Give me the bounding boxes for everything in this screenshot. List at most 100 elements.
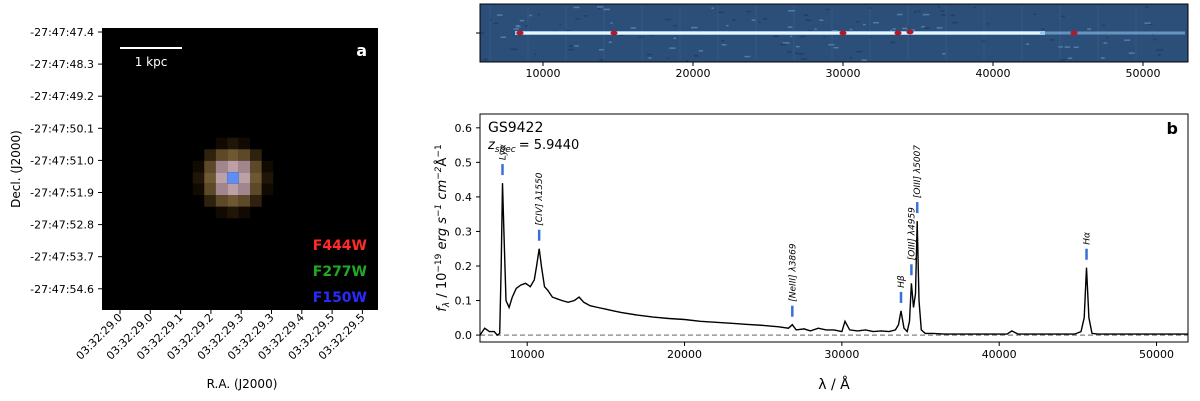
- spectrum-2d-noise: [938, 6, 941, 8]
- spectrum-2d-noise: [951, 21, 958, 24]
- flux-tick-label: 0.0: [455, 329, 473, 342]
- spectrum-2d-noise: [1073, 46, 1079, 49]
- spectrum-2d-noise: [515, 24, 520, 27]
- spectrum-2d-noise: [1157, 54, 1161, 56]
- redshift-value: = 5.9440: [519, 138, 580, 153]
- spectrum-2d-noise: [973, 6, 976, 9]
- spectrum-2d-noise: [1156, 49, 1163, 51]
- spectrum-2d-noise: [780, 43, 787, 46]
- spectrum-2d-noise: [1026, 43, 1030, 45]
- spectrum-2d-noise: [599, 59, 604, 61]
- spectrum-2d-noise: [890, 41, 895, 44]
- wavelength-tick-label: 30000: [824, 348, 859, 361]
- image-pixel: [238, 137, 251, 150]
- emission-line-label: [OIII] λ5007: [913, 145, 923, 198]
- panel-b-label: b: [1167, 119, 1178, 138]
- spectrum-2d-noise: [751, 19, 756, 21]
- spectrum-2d-noise: [630, 27, 637, 29]
- spectrum-2d-noise: [482, 58, 488, 61]
- spectrum-2d-noise: [787, 26, 793, 28]
- dec-tick-label: -27:47:53.7: [30, 251, 94, 264]
- spectrum-2d-noise: [575, 18, 580, 20]
- filter-label: F150W: [313, 290, 367, 306]
- spectrum-2d-texture: [480, 6, 1185, 62]
- spectrum-2d-noise: [800, 58, 808, 60]
- image-pixel: [227, 149, 239, 161]
- spectrum-2d-noise: [773, 35, 779, 38]
- spectrum-2d-noise: [873, 21, 880, 24]
- image-pixel: [250, 149, 262, 161]
- spectrum-2d-noise: [500, 36, 507, 38]
- image-pixel: [238, 172, 251, 184]
- emission-line-label: Hα: [1083, 232, 1093, 245]
- spectrum-2d-noise: [711, 7, 714, 9]
- image-pixel: [238, 195, 251, 207]
- spectrum-2d-noise: [1058, 46, 1063, 48]
- spectrum-2d-noise: [916, 10, 921, 13]
- spectrum-2d-noise: [987, 23, 990, 25]
- wavelength-tick-label: 20000: [667, 348, 702, 361]
- spectrum-2d-noise: [583, 15, 588, 17]
- spectrum-2d-frame: [479, 3, 1189, 63]
- spectrum-2d-noise: [1105, 36, 1109, 39]
- spectrum-2d-noise: [598, 8, 601, 10]
- redshift-subscript: spec: [495, 145, 516, 155]
- spectrum-2d-noise: [823, 36, 826, 38]
- spectrum-2d-noise: [782, 42, 790, 44]
- flux-tick-label: 0.1: [455, 295, 473, 308]
- spectrum-2d-noise: [833, 46, 839, 49]
- spectrum-2d-noise: [1061, 15, 1065, 18]
- spectrum-2d-tick-label: 10000: [526, 67, 561, 80]
- spectrum-2d-noise: [922, 13, 930, 16]
- emission-line-label: Hβ: [897, 275, 907, 288]
- spectrum-2d-noise: [788, 10, 796, 12]
- spectrum-2d-tick-label: 20000: [676, 67, 711, 80]
- spectrum-2d-noise: [599, 48, 604, 51]
- dec-tick-label: -27:47:50.1: [30, 122, 94, 135]
- image-pixel: [215, 172, 228, 184]
- filter-label: F277W: [313, 264, 367, 280]
- image-pixel: [238, 183, 251, 196]
- spectrum-2d-noise: [497, 14, 503, 16]
- spectrum-2d-noise: [1064, 46, 1071, 48]
- image-pixel: [250, 195, 262, 207]
- flux-exp-a: −1: [434, 144, 444, 157]
- image-pixel: [238, 160, 251, 173]
- galaxy-image: [192, 137, 274, 219]
- spectrum-2d-noise: [698, 50, 703, 52]
- spectrum-2d-noise: [638, 36, 644, 39]
- wavelength-tick-label: 40000: [982, 348, 1017, 361]
- image-pixel: [215, 160, 228, 173]
- spectrum-2d-noise: [861, 59, 867, 61]
- spectrum-2d-noise: [814, 28, 817, 30]
- plot-frame: [479, 113, 1189, 343]
- spectrum-2d-noise: [489, 19, 493, 21]
- spectrum-2d-noise: [1033, 13, 1037, 15]
- object-name: GS9422: [488, 120, 543, 136]
- spectrum-2d-noise: [519, 19, 525, 22]
- wavelength-axis-label: λ / Å: [818, 376, 850, 393]
- spectrum-2d-noise: [907, 26, 910, 29]
- spectrum-2d-noise: [480, 32, 485, 34]
- spectrum-2d-noise: [1153, 38, 1157, 41]
- spectrum-2d-noise: [940, 10, 945, 12]
- spectrum-2d-noise: [923, 27, 930, 29]
- spectrum-2d-noise: [569, 45, 576, 47]
- spectrum-2d-noise: [726, 24, 729, 27]
- spectrum-2d-tick-label: 40000: [976, 67, 1011, 80]
- image-pixel: [250, 183, 262, 196]
- spectrum-2d-noise: [648, 57, 652, 59]
- spectrum-2d-noise: [794, 52, 800, 55]
- spectrum-2d-noise: [921, 26, 925, 28]
- image-pixel: [215, 195, 228, 207]
- spectrum-2d-noise: [732, 19, 736, 22]
- flux-tick-label: 0.5: [455, 156, 473, 169]
- ra-axis-ticks: 03:32:29.003:32:29.003:32:29.103:32:29.2…: [74, 310, 368, 362]
- spectrum-2d-noise: [567, 48, 575, 51]
- spectrum-2d-noise: [950, 14, 956, 17]
- image-pixel: [227, 137, 239, 150]
- spectrum-2d-noise: [936, 27, 943, 29]
- dec-tick-label: -27:47:48.3: [30, 58, 94, 71]
- spectrum-2d-hotspot: [894, 30, 902, 36]
